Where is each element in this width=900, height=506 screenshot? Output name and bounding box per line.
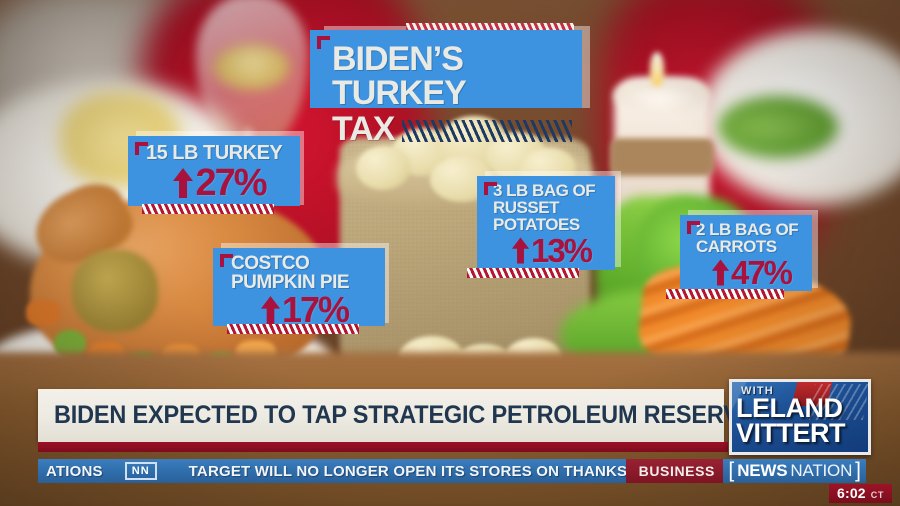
- arrow-up-icon: [711, 259, 730, 286]
- arrow-up-icon: [173, 168, 194, 198]
- price-card-percent: 13%: [493, 234, 609, 267]
- potato: [356, 146, 410, 190]
- price-card-title: COSTCO PUMPKIN PIE: [231, 253, 350, 293]
- network-logo: [ NEWS NATION ]: [723, 459, 866, 483]
- bracket-right-icon: ]: [855, 459, 861, 482]
- red-hatch-accent: [467, 268, 579, 278]
- corner-bracket-icon: [317, 36, 330, 49]
- host-with-label: WITH: [741, 385, 774, 397]
- diagonal-hatch-pattern: [402, 120, 572, 142]
- ticker-previous-segment: ATIONS: [46, 462, 103, 480]
- broccoli-blur: [718, 96, 838, 158]
- host-first-name: LELAND: [736, 393, 843, 423]
- arrow-up-icon: [511, 237, 530, 264]
- logo-nation-text: NATION: [790, 461, 853, 480]
- ticker-category-badge: BUSINESS: [625, 459, 728, 483]
- host-name-bug: WITH LELAND VITTERT: [729, 379, 871, 455]
- lower-third-text: BIDEN EXPECTED TO TAP STRATEGIC PETROLEU…: [54, 400, 770, 429]
- price-card-pumpkin-pie: COSTCO PUMPKIN PIE 17%: [213, 243, 389, 334]
- candle-top-blur: [614, 78, 710, 112]
- stuffing: [72, 250, 158, 332]
- price-card-percent: 47%: [696, 256, 806, 289]
- corner-bracket-icon: [220, 254, 233, 267]
- price-card-percent: 27%: [146, 164, 292, 202]
- corner-bracket-icon: [687, 221, 700, 234]
- ticker-headline: TARGET WILL NO LONGER OPEN ITS STORES ON…: [188, 462, 697, 480]
- title-hatch-accent: [406, 23, 574, 32]
- price-card-title: 2 LB BAG OF CARROTS: [696, 220, 799, 256]
- corner-bracket-icon: [484, 182, 497, 195]
- logo-news-text: NEWS: [737, 461, 788, 480]
- host-bug-frame: [729, 379, 871, 455]
- candle-flame: [650, 52, 664, 86]
- red-hatch-accent: [666, 289, 784, 299]
- price-card-title: 15 LB TURKEY: [146, 142, 283, 164]
- ticker-nn-badge: NN: [124, 462, 157, 480]
- red-hatch-accent: [227, 324, 359, 334]
- price-card-carrots: 2 LB BAG OF CARROTS 47%: [666, 210, 818, 299]
- candle-twine-wrap: [610, 138, 714, 176]
- arrow-up-icon: [260, 295, 281, 325]
- graphic-title-line-1: BIDEN’S TURKEY: [332, 40, 467, 112]
- clock-time: 6:02: [836, 485, 866, 501]
- wine-liquid-blur: [214, 44, 290, 90]
- price-card-russet-potatoes: 3 LB BAG OF RUSSET POTATOES 13%: [467, 171, 621, 278]
- red-hatch-accent: [142, 204, 274, 214]
- clock-badge: 6:02 CT: [828, 484, 892, 503]
- host-last-name: VITTERT: [736, 418, 846, 449]
- graphic-title-banner: BIDEN’S TURKEY TAX: [310, 23, 590, 146]
- news-ticker[interactable]: ATIONS NN TARGET WILL NO LONGER OPEN ITS…: [38, 459, 866, 483]
- corner-bracket-icon: [135, 142, 148, 155]
- price-card-title: 3 LB BAG OF RUSSET POTATOES: [493, 181, 596, 234]
- carrot-slice: [26, 300, 60, 326]
- lower-third-background: [38, 389, 724, 442]
- lower-third-headline-bar: BIDEN EXPECTED TO TAP STRATEGIC PETROLEU…: [38, 389, 770, 442]
- price-card-percent: 17%: [231, 292, 377, 328]
- lower-third-red-accent-bar: [38, 442, 728, 452]
- clock-timezone: CT: [870, 490, 884, 500]
- bracket-left-icon: [: [728, 459, 735, 482]
- graphic-title-line-2: TAX: [332, 110, 395, 148]
- price-card-turkey: 15 LB TURKEY 27%: [128, 131, 304, 214]
- host-full-name: LELAND VITTERT: [736, 393, 866, 449]
